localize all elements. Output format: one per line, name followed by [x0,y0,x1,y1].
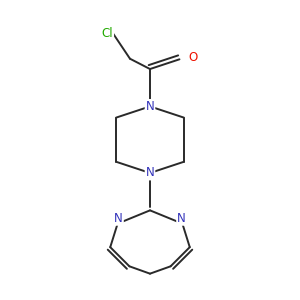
Text: Cl: Cl [101,27,113,40]
Text: N: N [146,167,154,179]
Text: O: O [188,51,197,64]
Text: N: N [114,212,123,225]
Text: N: N [146,100,154,113]
Text: N: N [177,212,186,225]
